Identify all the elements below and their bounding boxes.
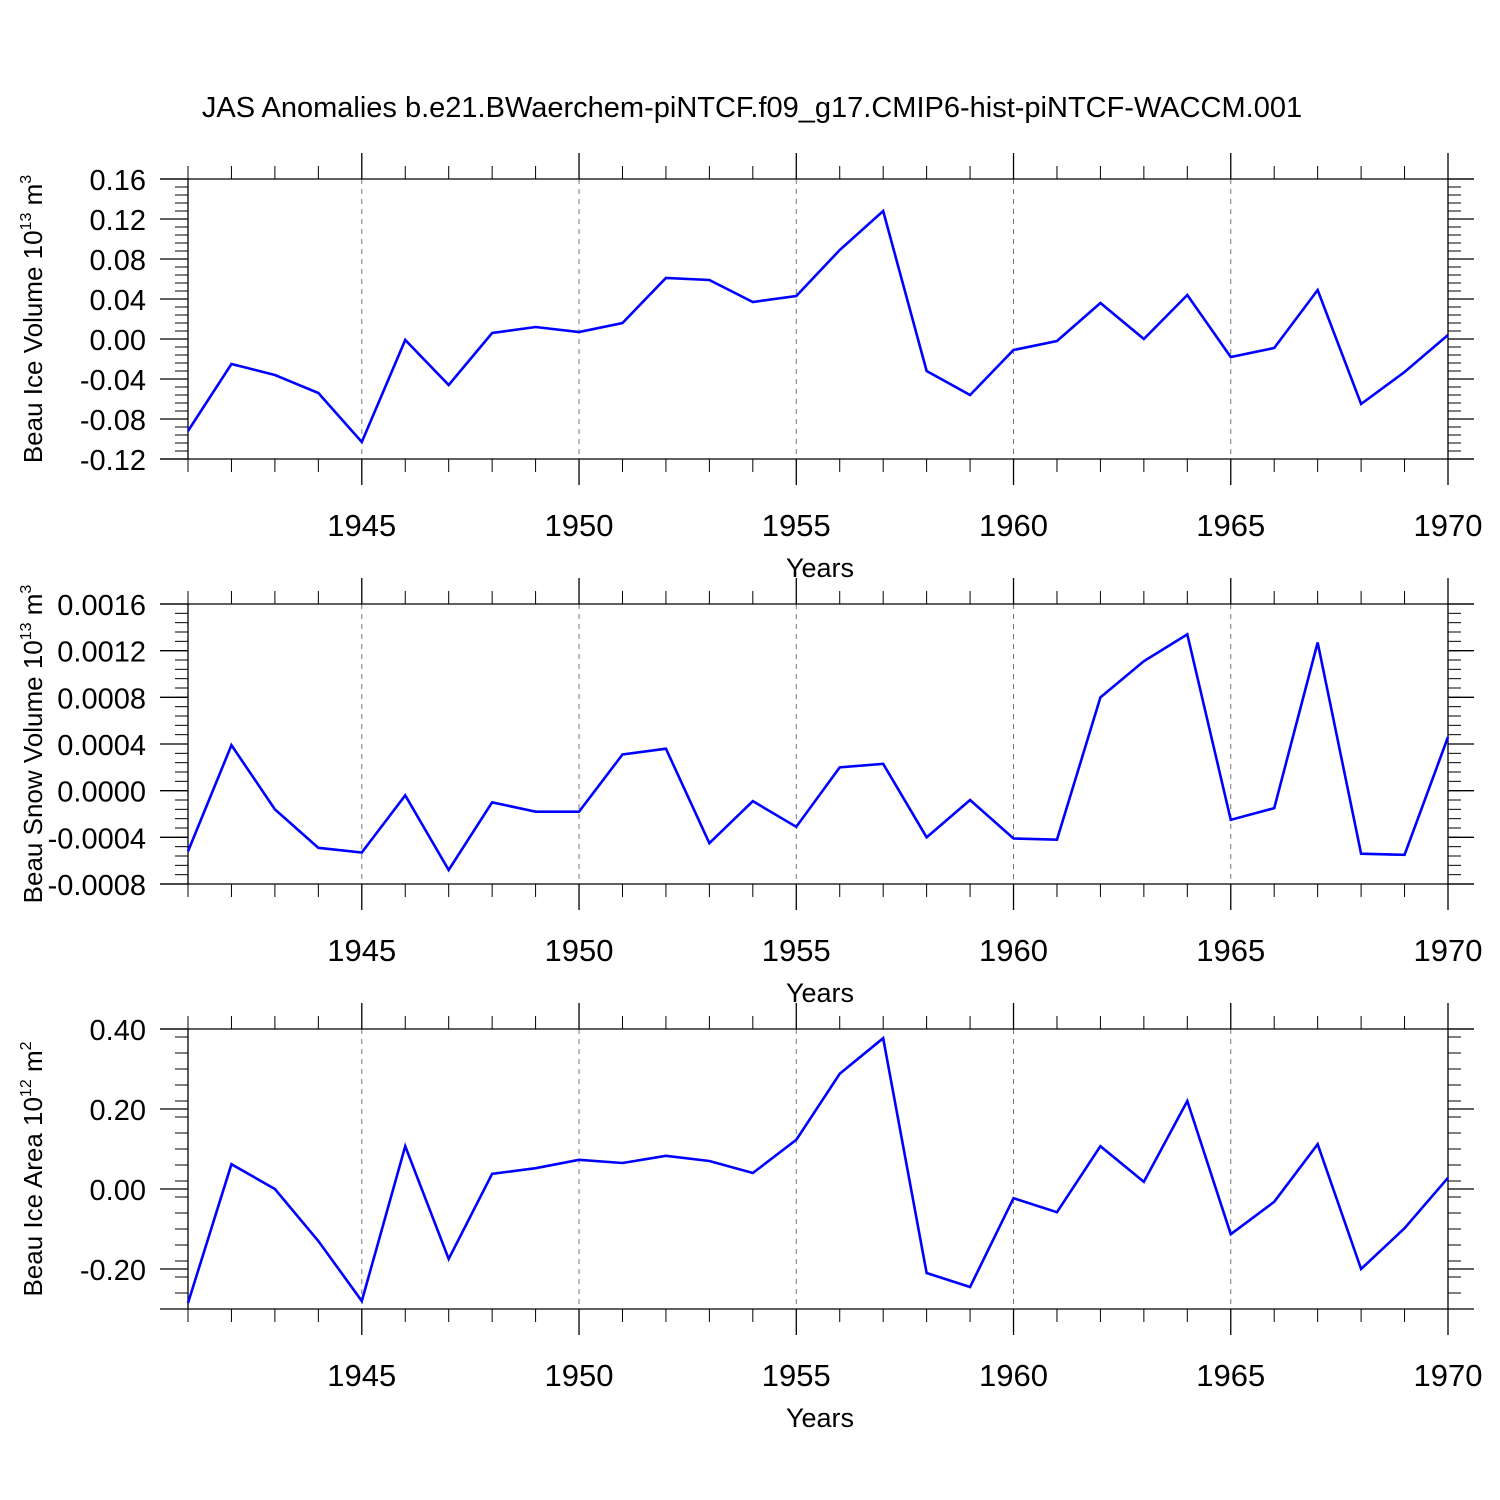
- x-tick-label: 1955: [762, 933, 831, 968]
- x-tick-label: 1955: [762, 1358, 831, 1393]
- y-tick-label: -0.0008: [48, 870, 146, 902]
- y-tick-label: -0.04: [80, 365, 146, 397]
- y-axis-label: Beau Ice Volume 1013 m3: [18, 175, 48, 463]
- x-tick-label: 1950: [545, 1358, 614, 1393]
- series-line: [186, 632, 1450, 873]
- series-line: [186, 1035, 1449, 1304]
- y-tick-label: 0.0004: [57, 730, 146, 762]
- figure-title: JAS Anomalies b.e21.BWaerchem-piNTCF.f09…: [202, 92, 1302, 124]
- y-tick-label: -0.20: [80, 1255, 146, 1287]
- x-tick-label: 1960: [979, 508, 1048, 543]
- x-tick-label: 1960: [979, 933, 1048, 968]
- y-tick-label: 0.0016: [57, 590, 146, 622]
- y-tick-label: -0.0004: [48, 823, 146, 855]
- y-tick-label: 0.0012: [57, 637, 146, 669]
- y-tick-label: 0.12: [90, 205, 146, 237]
- x-axis-label: Years: [786, 978, 854, 1008]
- y-axis-label: Beau Snow Volume 1013 m3: [18, 585, 48, 904]
- y-tick-label: 0.04: [90, 285, 146, 317]
- x-tick-label: 1970: [1414, 508, 1483, 543]
- x-tick-label: 1970: [1414, 1358, 1483, 1393]
- chart-panel-3: -0.20 0.00 0.20 0.40 1945 1950 1955 1960 1965 197…: [18, 1003, 1482, 1433]
- y-tick-label: 0.00: [90, 1175, 146, 1207]
- chart-panel-2: -0.0008 -0.0004 0.0000 0.0004 0.0008 0.0012 0.…: [18, 578, 1482, 1008]
- y-tick-label: 0.20: [90, 1095, 146, 1127]
- y-tick-label: 0.40: [90, 1015, 146, 1047]
- y-tick-label: -0.12: [80, 445, 146, 477]
- y-axis-label: Beau Ice Area 1012 m2: [18, 1041, 48, 1296]
- x-axis-label: Years: [786, 1403, 854, 1433]
- x-tick-label: 1965: [1196, 933, 1265, 968]
- x-tick-label: 1945: [327, 933, 396, 968]
- y-tick-label: 0.08: [90, 245, 146, 277]
- chart-panels: -0.12 -0.08 -0.04 0.00 0.04 0.08 0.12 0.16 1945 1…: [18, 153, 1482, 1433]
- x-tick-label: 1950: [545, 933, 614, 968]
- x-tick-label: 1965: [1196, 1358, 1265, 1393]
- x-tick-label: 1965: [1196, 508, 1265, 543]
- x-tick-label: 1945: [327, 508, 396, 543]
- y-tick-label: -0.08: [80, 405, 146, 437]
- x-tick-label: 1945: [327, 1358, 396, 1393]
- y-tick-label: 0.16: [90, 165, 146, 197]
- x-tick-label: 1970: [1414, 933, 1483, 968]
- x-axis-label: Years: [786, 553, 854, 583]
- y-tick-label: 0.00: [90, 325, 146, 357]
- y-tick-label: 0.0000: [57, 777, 146, 809]
- x-tick-label: 1955: [762, 508, 831, 543]
- x-tick-label: 1950: [545, 508, 614, 543]
- x-tick-label: 1960: [979, 1358, 1048, 1393]
- series-line: [186, 208, 1449, 445]
- y-tick-label: 0.0008: [57, 683, 146, 715]
- chart-panel-1: -0.12 -0.08 -0.04 0.00 0.04 0.08 0.12 0.16 1945 1…: [18, 153, 1482, 583]
